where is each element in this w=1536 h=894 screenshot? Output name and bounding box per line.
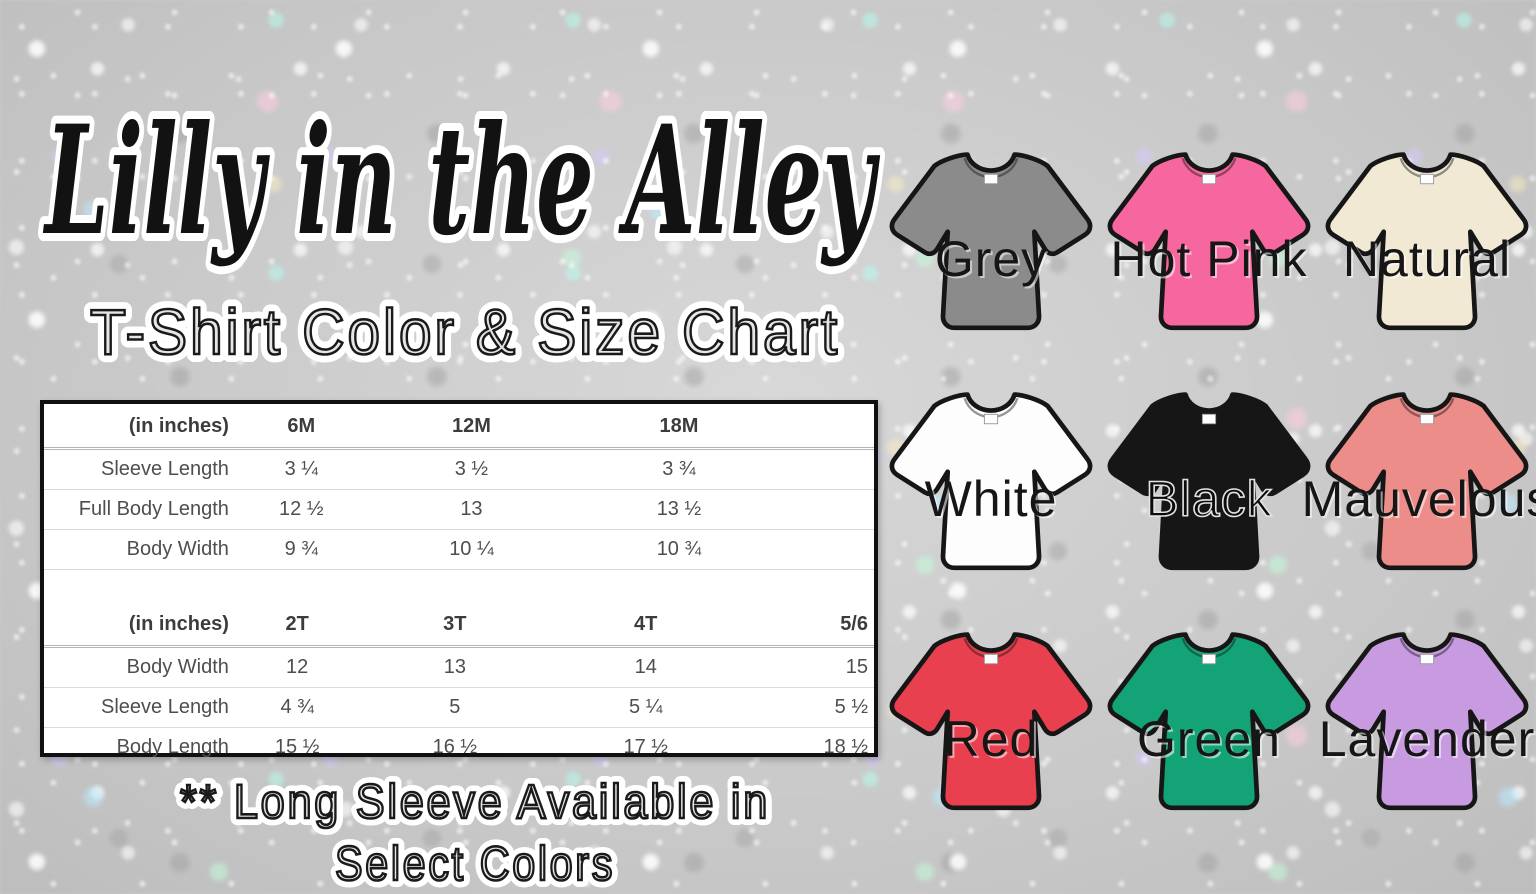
footnote-block: ** Long Sleeve Available in ** Long Slee… [10, 769, 910, 894]
toddler-header-row: (in inches) 2T 3T 4T 5/6 [44, 604, 874, 648]
infant-size-table: (in inches) 6M 12M 18M Sleeve Length 3 ¼… [44, 406, 874, 570]
row-label: Body Width [44, 646, 235, 688]
page-title: T-Shirt Color & Size Chart [90, 296, 840, 368]
shirt-swatch-green: Green [1100, 606, 1318, 846]
cell: 3 ¼ [234, 448, 368, 490]
tshirt-icon [1325, 392, 1529, 571]
col-3t: 3T [359, 604, 551, 648]
cell: 10 ¼ [367, 529, 576, 570]
col-56: 5/6 [741, 604, 874, 648]
col-18m: 18M [575, 406, 783, 450]
shirt-color-label: Green [1137, 711, 1281, 767]
brand-title-art: Lilly in the Alley [35, 85, 889, 277]
shirt-color-label: Grey [934, 231, 1048, 287]
shirt-swatch-white: White [882, 366, 1100, 606]
footnote-line2: Select Colors [335, 838, 615, 891]
shirt-swatch-hot-pink: Hot Pink [1100, 126, 1318, 366]
tshirt-icon [889, 392, 1093, 571]
tshirt-icon [1107, 392, 1311, 571]
tshirt-icon [1107, 152, 1311, 331]
cell: 10 ¾ [575, 529, 783, 570]
subtitle-art: T-Shirt Color & Size Chart T-Shirt Color… [82, 288, 845, 376]
shirt-color-label: Lavender [1318, 711, 1536, 767]
col-6m: 6M [234, 406, 368, 450]
footnote-line1: ** Long Sleeve Available in [180, 776, 770, 829]
shirt-color-label: Natural [1342, 231, 1512, 287]
unit-label: (in inches) [44, 604, 235, 648]
table-row: Sleeve Length 4 ¾ 5 5 ¼ 5 ½ [44, 687, 874, 728]
shirt-swatch-grey: Grey [882, 126, 1100, 366]
cell: 9 ¾ [234, 529, 368, 570]
table-row: Full Body Length 12 ½ 13 13 ½ [44, 489, 874, 530]
shirt-swatch-mauvelous: Mauvelous [1302, 366, 1536, 606]
cell: 15 [741, 646, 874, 688]
unit-label: (in inches) [44, 406, 235, 450]
brand-title-block: Lilly in the Alley [10, 38, 910, 308]
cell: 5 ¼ [550, 687, 742, 728]
cell: 12 ½ [234, 489, 368, 530]
subtitle-halo: T-Shirt Color & Size Chart [90, 296, 840, 368]
shirt-swatch-lavender: Lavender [1318, 606, 1536, 846]
table-row: Body Width 12 13 14 15 [44, 646, 874, 688]
cell: 18 ½ [823, 736, 868, 758]
col-12m: 12M [367, 406, 576, 450]
row-label: Body Length [116, 736, 229, 758]
subtitle-block: T-Shirt Color & Size Chart T-Shirt Color… [10, 288, 910, 383]
cell: 13 ½ [575, 489, 783, 530]
tshirt-icon [889, 632, 1093, 811]
tshirt-icon [1107, 632, 1311, 811]
shirt-color-label: Black [1145, 470, 1273, 528]
cell: 3 ½ [367, 448, 576, 490]
cell: 12 [234, 646, 360, 688]
cell: 5 [359, 687, 551, 728]
col-2t: 2T [234, 604, 360, 648]
cell: 16 ½ [432, 736, 478, 758]
cell: 17 ½ [623, 736, 668, 758]
table-row: Body Width 9 ¾ 10 ¼ 10 ¾ [44, 529, 874, 570]
shirt-color-label: Mauvelous [1301, 471, 1536, 527]
cell: 3 ¾ [575, 448, 783, 490]
cell: 13 [367, 489, 576, 530]
footnote-line2-halo: Select Colors [335, 838, 615, 891]
size-chart-table: (in inches) 6M 12M 18M Sleeve Length 3 ¼… [40, 400, 878, 758]
table-row: Sleeve Length 3 ¼ 3 ½ 3 ¾ [44, 448, 874, 490]
cell: 14 [550, 646, 742, 688]
row-label: Body Width [44, 529, 235, 570]
table-section-gap [44, 570, 874, 604]
cell: 5 ½ [741, 687, 874, 728]
footnote-line1-halo: ** Long Sleeve Available in [180, 776, 770, 829]
tshirt-icon [889, 152, 1093, 331]
brand-title: Lilly in the Alley [43, 93, 881, 269]
cell: 13 [359, 646, 551, 688]
table-row: Body Length 15 ½ 16 ½ 17 ½ 18 ½ [44, 728, 874, 768]
infant-header-row: (in inches) 6M 12M 18M [44, 406, 874, 450]
tshirt-icon [1325, 152, 1529, 331]
shirt-swatch-natural: Natural [1318, 126, 1536, 366]
row-label: Sleeve Length [44, 687, 235, 728]
shirt-color-label: Red [943, 711, 1039, 767]
col-4t: 4T [550, 604, 742, 648]
shirt-swatch-red: Red [882, 606, 1100, 846]
shirt-swatch-black: Black [1100, 366, 1318, 606]
cell: 4 ¾ [234, 687, 360, 728]
cell: 15 ½ [274, 736, 320, 758]
row-label: Sleeve Length [44, 448, 235, 490]
toddler-size-table: (in inches) 2T 3T 4T 5/6 Body Width 12 1… [44, 604, 874, 767]
shirt-color-label: Hot Pink [1110, 231, 1308, 287]
shirt-color-grid: Grey Hot Pink Natural Whit [882, 126, 1536, 894]
footnote-art: ** Long Sleeve Available in ** Long Slee… [173, 769, 775, 894]
shirt-color-label: White [924, 471, 1058, 527]
tshirt-icon [1325, 632, 1529, 811]
row-label: Full Body Length [44, 489, 235, 530]
